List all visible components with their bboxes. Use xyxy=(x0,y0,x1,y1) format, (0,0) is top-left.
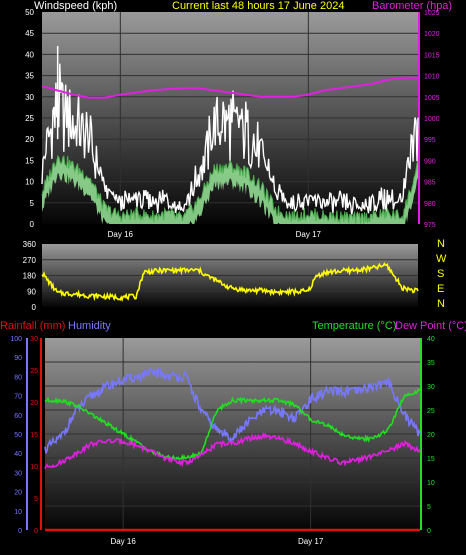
wind-average-band xyxy=(42,155,418,224)
temperature-tick-label: 5 xyxy=(427,504,431,511)
x-tick-label-day-16: Day 16 xyxy=(108,230,134,239)
compass-label-n-bottom: N xyxy=(437,298,445,310)
windspeed-axis-title: Windspeed (kph) xyxy=(34,0,118,12)
temperature-axis-title: Temperature (°C) xyxy=(312,320,397,332)
temperature-tick-label: 35 xyxy=(427,360,435,367)
dewpoint-series-line xyxy=(44,431,421,470)
rainfall-tick-label: 5 xyxy=(34,496,38,503)
wind-average-line xyxy=(41,154,419,225)
windspeed-tick-label: 0 xyxy=(30,220,35,229)
direction-tick-label: 360 xyxy=(23,240,37,249)
windspeed-tick-label: 20 xyxy=(25,135,34,144)
humidity-tick-label: 70 xyxy=(14,394,22,401)
humidity-tick-label: 80 xyxy=(14,374,22,381)
temperature-tick-label: 20 xyxy=(427,432,435,439)
rainfall-tick-label: 15 xyxy=(30,432,38,439)
temperature-tick-label: 15 xyxy=(427,456,435,463)
compass-label-w: W xyxy=(436,253,447,265)
direction-tick-label: 270 xyxy=(23,256,37,265)
windspeed-tick-label: 50 xyxy=(25,8,34,17)
humidity-tick-label: 40 xyxy=(14,451,22,458)
barometer-tick-label: 1015 xyxy=(424,52,440,59)
barometer-tick-label: 1020 xyxy=(424,31,440,38)
rainfall-tick-label: 25 xyxy=(30,368,38,375)
windspeed-tick-label: 10 xyxy=(25,178,34,187)
windspeed-tick-label: 30 xyxy=(25,93,34,102)
x-tick-label-day-17: Day 17 xyxy=(296,230,322,239)
windspeed-tick-label: 40 xyxy=(25,50,34,59)
humidity-tick-label: 10 xyxy=(14,509,22,516)
humidity-series-line xyxy=(44,366,421,454)
wind-direction-chart: 0 90 180 270 360 xyxy=(23,240,419,312)
temperature-humidity-chart: 0 10 20 30 40 50 60 70 80 90 100 0 5 10 15 20 25 30 0 5 10 15… xyxy=(10,336,435,546)
humidity-tick-label: 50 xyxy=(14,432,22,439)
rainfall-tick-label: 10 xyxy=(30,464,38,471)
windspeed-tick-label: 45 xyxy=(25,29,34,38)
temperature-tick-label: 0 xyxy=(427,528,431,535)
barometer-tick-label: 1005 xyxy=(424,95,440,102)
windspeed-tick-label: 25 xyxy=(25,114,34,123)
wind-direction-series-line xyxy=(41,261,419,302)
humidity-tick-label: 0 xyxy=(18,528,22,535)
barometer-series-line xyxy=(41,76,418,99)
dewpoint-axis-title: Dew Point (°C) xyxy=(395,320,466,332)
humidity-axis-title: Humidity xyxy=(68,320,111,332)
humidity-tick-label: 60 xyxy=(14,413,22,420)
temperature-tick-label: 40 xyxy=(427,336,435,343)
direction-tick-label: 180 xyxy=(23,272,37,281)
barometer-tick-label: 980 xyxy=(424,201,436,208)
bottom-x-tick-label-day-16: Day 16 xyxy=(110,537,136,546)
windspeed-tick-label: 15 xyxy=(25,156,34,165)
barometer-tick-label: 1025 xyxy=(424,10,440,17)
temperature-tick-label: 30 xyxy=(427,384,435,391)
temperature-series-line xyxy=(44,388,421,462)
temperature-tick-label: 10 xyxy=(427,480,435,487)
compass-label-s: S xyxy=(437,268,445,280)
chart-title: Current last 48 hours 17 June 2024 xyxy=(172,0,345,12)
barometer-tick-label: 1000 xyxy=(424,116,440,123)
barometer-tick-label: 990 xyxy=(424,158,436,165)
barometer-tick-label: 985 xyxy=(424,180,436,187)
humidity-tick-label: 30 xyxy=(14,470,22,477)
rainfall-axis-title: Rainfall (mm) xyxy=(0,320,66,332)
rainfall-tick-label: 0 xyxy=(34,528,38,535)
windspeed-tick-label: 5 xyxy=(30,199,35,208)
windspeed-tick-label: 35 xyxy=(25,72,34,81)
temperature-tick-label: 25 xyxy=(427,408,435,415)
direction-tick-label: 90 xyxy=(27,287,36,296)
humidity-tick-label: 20 xyxy=(14,490,22,497)
direction-tick-label: 0 xyxy=(32,303,37,312)
barometer-axis-title: Barometer (hpa) xyxy=(372,0,453,12)
barometer-tick-label: 995 xyxy=(424,137,436,144)
compass-label-n-top: N xyxy=(437,238,445,250)
rainfall-tick-label: 20 xyxy=(30,400,38,407)
bottom-x-tick-label-day-17: Day 17 xyxy=(298,537,324,546)
humidity-tick-label: 90 xyxy=(14,355,22,362)
wind-barometer-chart: 0510152025303540455097598098599099510001… xyxy=(25,8,440,239)
compass-label-e: E xyxy=(437,283,445,295)
rainfall-tick-label: 30 xyxy=(30,336,38,343)
barometer-tick-label: 1010 xyxy=(424,74,440,81)
humidity-tick-label: 100 xyxy=(10,336,22,343)
barometer-tick-label: 975 xyxy=(424,222,436,229)
